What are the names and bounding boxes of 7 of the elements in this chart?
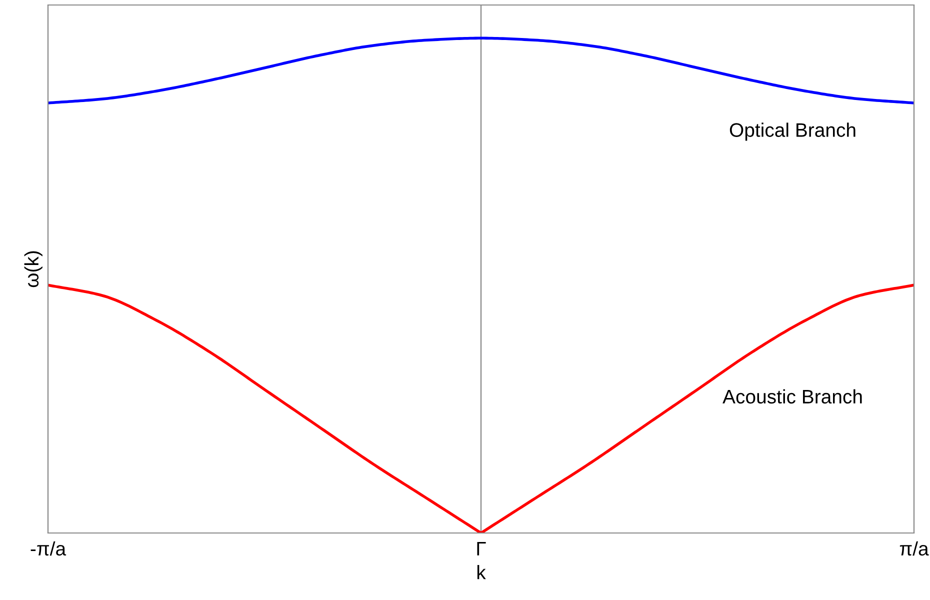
annotation: Acoustic Branch bbox=[722, 389, 862, 404]
x-axis-title: k bbox=[477, 565, 486, 580]
x-tick-label: π/a bbox=[900, 541, 929, 556]
x-tick-label: -π/a bbox=[30, 541, 66, 556]
annotation: Optical Branch bbox=[730, 122, 856, 141]
y-axis-title: ω(k) bbox=[24, 251, 42, 288]
x-tick-label: Γ bbox=[477, 542, 486, 556]
